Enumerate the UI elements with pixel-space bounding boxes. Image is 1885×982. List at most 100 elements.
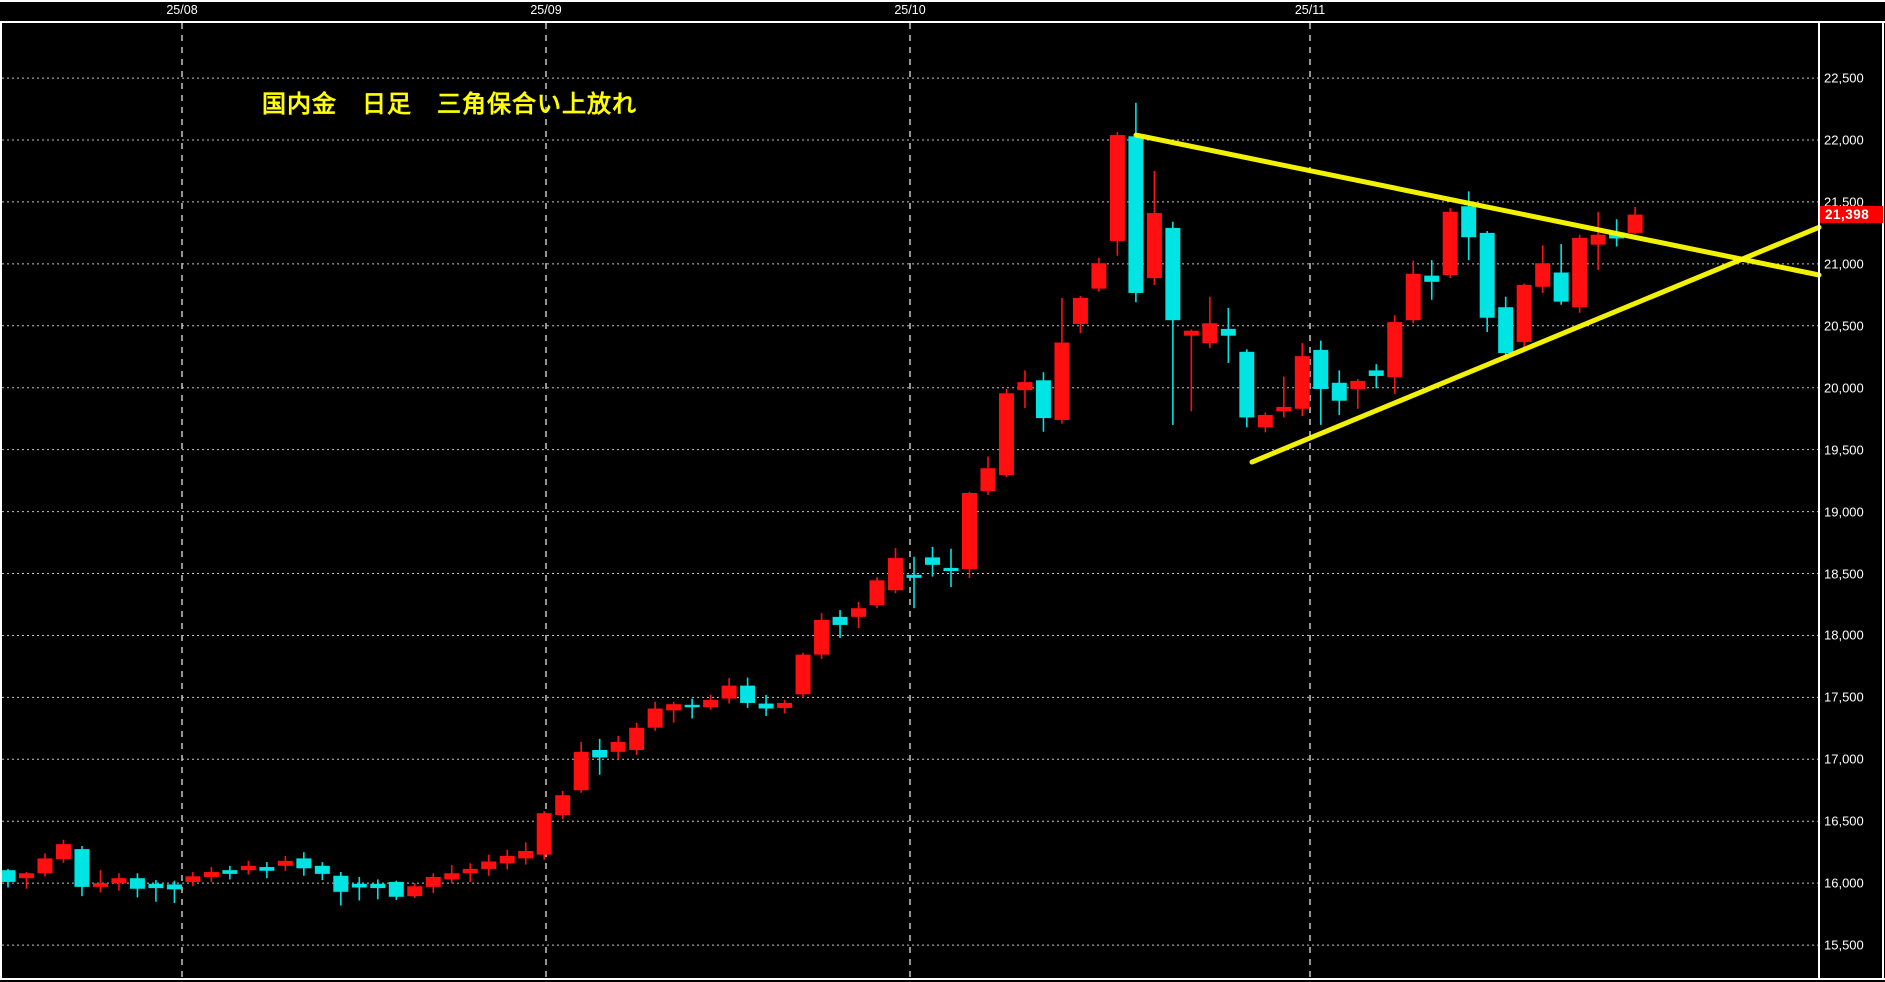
candle-body <box>703 699 719 708</box>
candle-body <box>92 883 108 887</box>
y-axis-label: 20,500 <box>1824 318 1864 334</box>
candle-body <box>277 860 293 866</box>
candle-body <box>1072 297 1088 324</box>
month-label: 25/08 <box>166 3 198 17</box>
candle-body <box>1627 214 1643 233</box>
candle-body <box>1553 272 1569 302</box>
candle-body <box>1461 206 1477 238</box>
candle-body <box>1313 349 1329 389</box>
month-label: 25/09 <box>530 3 562 17</box>
candle-body <box>314 865 330 874</box>
candle-body <box>998 393 1014 476</box>
candle-body <box>1516 284 1532 342</box>
trendline-ascending-support <box>1249 224 1822 465</box>
candle-body <box>259 867 275 871</box>
candle-body <box>832 616 848 625</box>
candle-body <box>758 703 774 709</box>
candle-body <box>1183 330 1199 336</box>
candle-body <box>425 876 441 887</box>
candle-body <box>166 884 182 890</box>
candle-body <box>1128 136 1144 293</box>
candle-body <box>351 883 367 888</box>
month-label: 25/10 <box>894 3 926 17</box>
candle-body <box>1109 135 1125 241</box>
candle-body <box>777 702 793 708</box>
candle-body <box>1572 237 1588 308</box>
trendline-descending-resistance <box>1133 132 1822 278</box>
candle-body <box>851 608 867 617</box>
y-axis-label: 18,000 <box>1824 627 1864 643</box>
candle-body <box>333 875 349 892</box>
candle-body <box>961 493 977 570</box>
candle-body <box>1387 322 1403 378</box>
candle-body <box>388 881 404 897</box>
y-axis-label: 20,000 <box>1824 380 1864 396</box>
y-axis-label: 15,500 <box>1824 937 1864 953</box>
candle-body <box>1146 213 1162 279</box>
candle-body <box>55 844 71 860</box>
candle-body <box>610 741 626 752</box>
candle-body <box>111 878 127 884</box>
candle-body <box>1479 232 1495 318</box>
candle-body <box>629 727 645 751</box>
candle-body <box>1590 234 1606 245</box>
candle-body <box>1424 275 1440 282</box>
candle-body <box>906 574 922 578</box>
candle-body <box>1442 211 1458 276</box>
candle-body <box>1294 356 1310 409</box>
y-axis-label: 17,500 <box>1824 689 1864 705</box>
y-axis-label: 19,500 <box>1824 442 1864 458</box>
y-axis-label: 16,000 <box>1824 875 1864 891</box>
candle-body <box>555 795 571 816</box>
y-axis-label: 18,500 <box>1824 566 1864 581</box>
y-axis-label: 22,000 <box>1824 132 1864 148</box>
candle-body <box>222 870 238 874</box>
candle-body <box>943 567 959 572</box>
y-axis-label: 16,500 <box>1824 813 1864 829</box>
candle-body <box>869 580 885 606</box>
candle-body <box>925 557 940 565</box>
last-price-marker: 21,398 <box>1820 206 1883 224</box>
candle-body <box>1405 273 1421 321</box>
candle-body <box>1257 414 1273 428</box>
candle-body <box>129 878 145 889</box>
chart-title: 国内金 日足 三角保合い上放れ <box>262 91 637 118</box>
candle-body <box>185 876 201 882</box>
candle-body <box>592 750 608 758</box>
candle-body <box>573 751 589 791</box>
candle-body <box>0 870 16 882</box>
candle-body <box>407 886 423 897</box>
candle-body <box>148 883 164 889</box>
candle-body <box>370 883 386 889</box>
candle-body <box>795 654 811 695</box>
y-axis-label: 21,500 <box>1824 194 1864 210</box>
candle-body <box>721 685 737 699</box>
candle-body <box>499 855 515 864</box>
candle-body <box>1017 382 1033 391</box>
candle-body <box>1276 406 1292 412</box>
candle-body <box>980 468 996 492</box>
candle-body <box>18 873 34 879</box>
candle-body <box>240 865 256 871</box>
candle-body <box>1239 351 1255 418</box>
candle-body <box>1368 370 1384 376</box>
month-label: 25/11 <box>1294 3 1326 17</box>
candle-body <box>1350 380 1366 389</box>
candle-body <box>888 558 904 591</box>
y-axis-label: 22,500 <box>1824 70 1864 86</box>
candle-body <box>814 619 830 655</box>
candle-body <box>1220 328 1236 336</box>
candle-body <box>1165 227 1181 321</box>
candle-body <box>481 861 497 869</box>
candle-body <box>296 858 312 869</box>
candle-body <box>647 708 663 728</box>
candle-body <box>74 849 90 887</box>
y-axis-label: 21,000 <box>1824 256 1864 272</box>
candle-body <box>1054 342 1070 420</box>
candle-body <box>444 873 460 880</box>
candle-body <box>518 850 534 859</box>
y-axis-label: 17,000 <box>1824 751 1864 767</box>
candle-body <box>1091 263 1107 289</box>
candle-body <box>1535 263 1551 287</box>
